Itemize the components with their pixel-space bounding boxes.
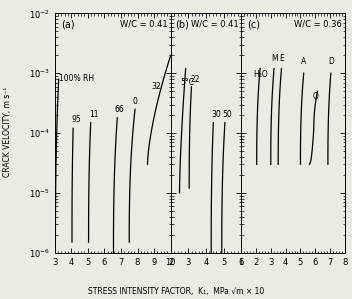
Text: 100% RH: 100% RH <box>59 74 94 83</box>
Text: 5°C: 5°C <box>180 77 194 86</box>
Text: W/C = 0.41: W/C = 0.41 <box>120 19 167 28</box>
Text: 11: 11 <box>89 110 99 119</box>
Text: (c): (c) <box>247 19 260 29</box>
Text: 30: 30 <box>211 110 221 119</box>
Text: 95: 95 <box>72 115 82 124</box>
Text: D: D <box>328 57 334 66</box>
Text: A: A <box>301 57 307 66</box>
Text: E: E <box>279 54 284 63</box>
Text: W/C = 0.36: W/C = 0.36 <box>294 19 342 28</box>
Text: 66: 66 <box>114 105 124 114</box>
Text: W/C = 0.41: W/C = 0.41 <box>191 19 239 28</box>
Text: M: M <box>271 54 278 63</box>
Text: (b): (b) <box>175 19 189 29</box>
Text: 32: 32 <box>152 82 161 91</box>
Text: (a): (a) <box>62 19 75 29</box>
Text: CRACK VELOCITY, m s⁻¹: CRACK VELOCITY, m s⁻¹ <box>2 86 12 177</box>
Text: STRESS INTENSITY FACTOR,  K₁,  MPa √m × 10: STRESS INTENSITY FACTOR, K₁, MPa √m × 10 <box>88 287 264 296</box>
Text: O: O <box>313 91 319 100</box>
Text: 50: 50 <box>222 110 232 119</box>
Text: 0: 0 <box>133 97 137 106</box>
Text: 22: 22 <box>191 75 200 84</box>
Text: H₂O: H₂O <box>253 70 268 79</box>
